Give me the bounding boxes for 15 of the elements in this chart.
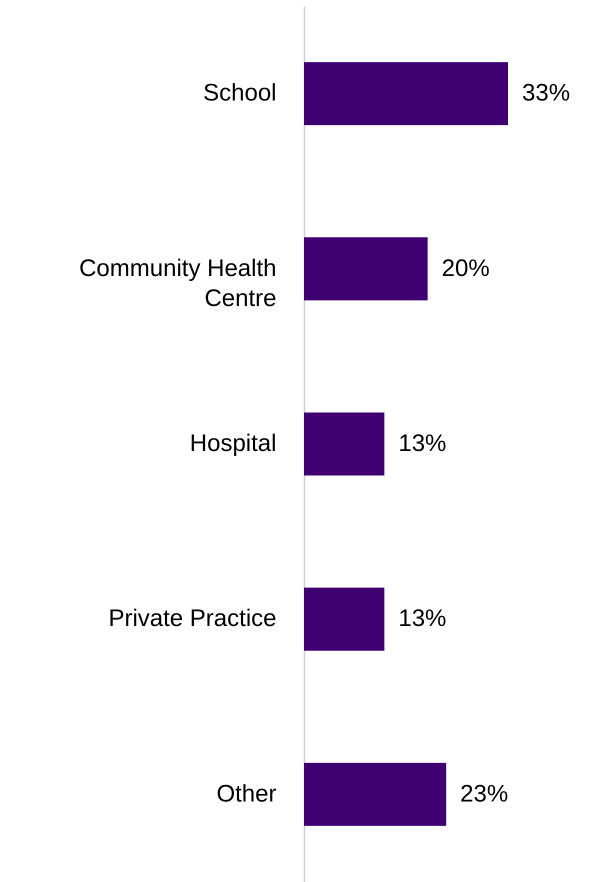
data-label: 23% [460,780,508,808]
data-label: 13% [398,605,446,632]
y-tick-label: Other [216,780,276,808]
bar [304,62,508,126]
data-label: 20% [442,254,490,282]
bar [304,762,446,826]
y-tick-label: Community Health Centre [79,254,276,312]
bar [304,237,428,300]
bar [304,412,384,476]
y-tick-label: School [203,80,276,107]
bar [304,588,384,651]
y-tick-label: Private Practice [108,605,276,632]
y-tick-label: Hospital [190,430,276,457]
data-label: 13% [398,430,446,457]
data-label: 33% [522,80,570,107]
